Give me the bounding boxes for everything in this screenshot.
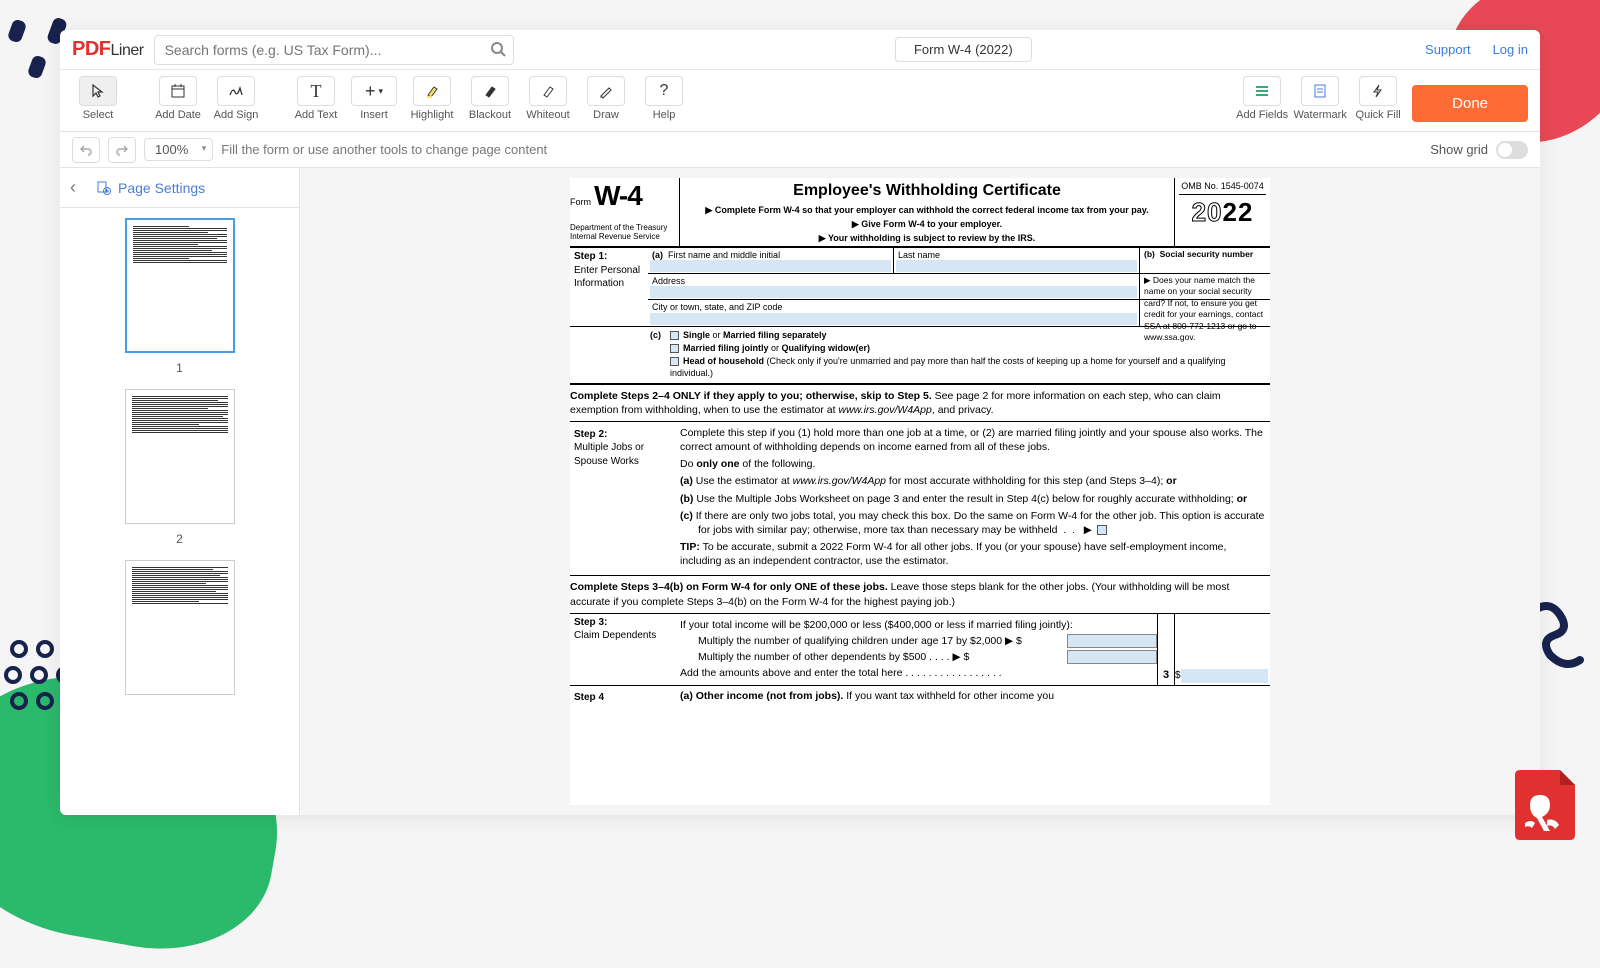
step3: Step 3:Claim Dependents If your total in… <box>570 614 1270 686</box>
page-settings-link[interactable]: Page Settings <box>96 180 205 196</box>
tool-add-fields[interactable]: Add Fields <box>1236 76 1288 121</box>
main: ‹ Page Settings 1 2 Form W-4 <box>60 168 1540 815</box>
form-code: W-4 <box>594 180 642 211</box>
thumb-2[interactable] <box>125 389 235 524</box>
form-title: Employee's Withholding Certificate <box>686 180 1168 202</box>
support-link[interactable]: Support <box>1425 42 1471 57</box>
logo-pdf: PDF <box>72 38 111 60</box>
sidebar: ‹ Page Settings 1 2 <box>60 168 300 815</box>
done-button[interactable]: Done <box>1412 85 1528 122</box>
field-lastname[interactable] <box>896 260 1137 272</box>
show-grid-toggle[interactable] <box>1496 141 1528 159</box>
logo[interactable]: PDFLiner <box>72 38 144 61</box>
field-qc-amount[interactable] <box>1067 634 1157 648</box>
tool-draw[interactable]: Draw <box>580 76 632 121</box>
toolbar: Select Add Date Add Sign T Add Text +▾ I… <box>60 70 1540 132</box>
instr-24: Complete Steps 2–4 ONLY if they apply to… <box>570 385 1270 422</box>
app-window: PDFLiner Form W-4 (2022) Support Log in … <box>60 30 1540 815</box>
topbar: PDFLiner Form W-4 (2022) Support Log in <box>60 30 1540 70</box>
chk-hoh[interactable] <box>670 357 679 366</box>
subbar: 100%▾ Fill the form or use another tools… <box>60 132 1540 168</box>
tool-insert[interactable]: +▾ Insert <box>348 76 400 121</box>
instr-34: Complete Steps 3–4(b) on Form W-4 for on… <box>570 576 1270 613</box>
tool-add-sign[interactable]: Add Sign <box>210 76 262 121</box>
collapse-sidebar-icon[interactable]: ‹ <box>70 177 76 198</box>
thumb-3[interactable] <box>125 560 235 695</box>
canvas[interactable]: Form W-4 Department of the TreasuryInter… <box>300 168 1540 815</box>
chk-single[interactable] <box>670 331 679 340</box>
tool-blackout[interactable]: Blackout <box>464 76 516 121</box>
form-page: Form W-4 Department of the TreasuryInter… <box>570 178 1270 805</box>
field-firstname[interactable] <box>650 260 891 272</box>
tool-highlight[interactable]: Highlight <box>406 76 458 121</box>
hint-text: Fill the form or use another tools to ch… <box>221 142 547 157</box>
thumb-2-num: 2 <box>70 532 289 546</box>
doc-title: Form W-4 (2022) <box>895 37 1032 62</box>
field-city[interactable] <box>650 313 1137 325</box>
step1: Step 1:Enter Personal Information (a) Fi… <box>570 248 1270 327</box>
redo-button[interactable] <box>108 137 136 163</box>
field-od-amount[interactable] <box>1067 650 1157 664</box>
sidebar-head: ‹ Page Settings <box>60 168 299 208</box>
adobe-pdf-icon <box>1505 765 1585 845</box>
thumb-1-num: 1 <box>70 361 289 375</box>
tool-watermark[interactable]: Watermark <box>1294 76 1346 121</box>
logo-liner: Liner <box>111 42 144 59</box>
chk-married[interactable] <box>670 344 679 353</box>
tool-add-date[interactable]: Add Date <box>152 76 204 121</box>
tool-whiteout[interactable]: Whiteout <box>522 76 574 121</box>
field-step3-total[interactable] <box>1181 669 1268 683</box>
field-address[interactable] <box>650 286 1137 298</box>
tool-select[interactable]: Select <box>72 76 124 121</box>
zoom-select[interactable]: 100%▾ <box>144 138 213 161</box>
tool-add-text[interactable]: T Add Text <box>290 76 342 121</box>
form-header: Form W-4 Department of the TreasuryInter… <box>570 178 1270 248</box>
undo-button[interactable] <box>72 137 100 163</box>
step2: Step 2:Multiple Jobs or Spouse Works Com… <box>570 422 1270 577</box>
search-wrap <box>154 35 514 65</box>
search-icon[interactable] <box>490 41 506 62</box>
show-grid-label: Show grid <box>1430 142 1488 157</box>
tool-quick-fill[interactable]: Quick Fill <box>1352 76 1404 121</box>
chk-step2c[interactable] <box>1097 525 1107 535</box>
login-link[interactable]: Log in <box>1493 42 1528 57</box>
step4: Step 4 (a) Other income (not from jobs).… <box>570 686 1270 707</box>
thumb-1[interactable] <box>125 218 235 353</box>
search-input[interactable] <box>154 35 514 65</box>
tool-help[interactable]: ? Help <box>638 76 690 121</box>
thumbnails: 1 2 <box>60 208 299 815</box>
